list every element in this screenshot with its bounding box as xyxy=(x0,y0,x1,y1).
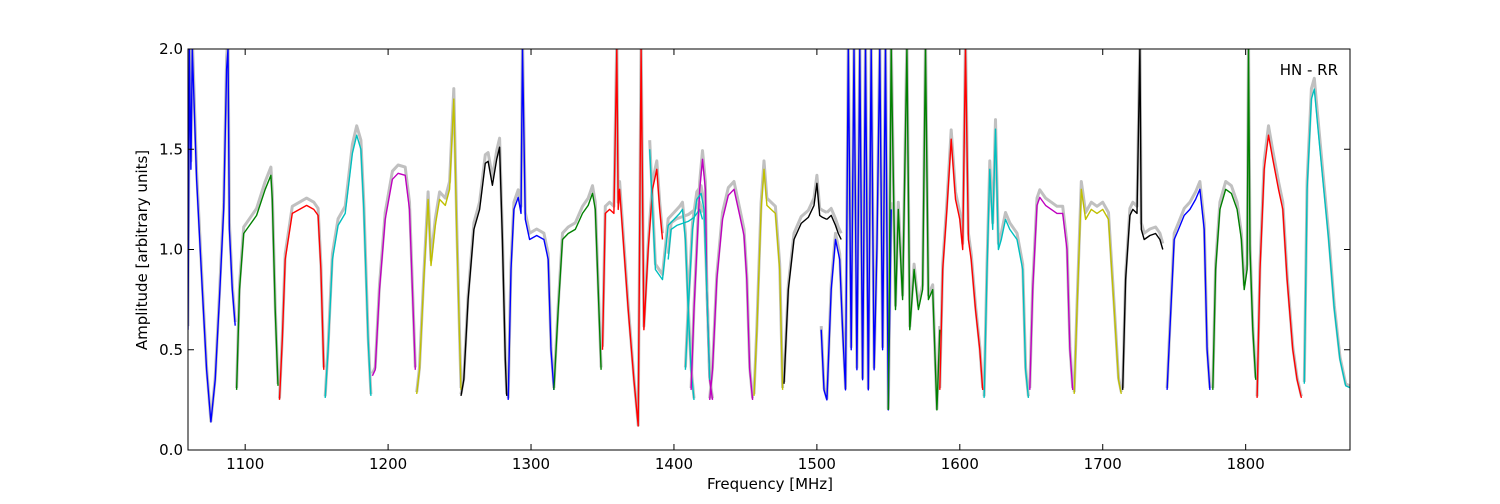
series-line-19 xyxy=(887,49,941,411)
series-line-26 xyxy=(1212,49,1257,390)
x-tick-label: 1100 xyxy=(226,455,264,473)
series-line-23 xyxy=(1073,188,1122,395)
series-line-6 xyxy=(460,146,508,397)
series-line-7 xyxy=(507,49,555,400)
y-axis-label: Amplitude [arbitrary units] xyxy=(133,150,151,350)
x-tick-label: 1400 xyxy=(655,455,693,473)
y-tick-label: 2.0 xyxy=(159,40,183,58)
background-band-25 xyxy=(1165,180,1212,389)
series-line-27 xyxy=(1256,134,1303,399)
series-line-0 xyxy=(188,49,236,423)
series-line-28 xyxy=(1303,88,1350,389)
x-tick-label: 1200 xyxy=(369,455,407,473)
series-line-2 xyxy=(278,204,325,400)
x-axis-ticks: 1100 1200 1300 1400 1500 1600 1700 1800 xyxy=(226,49,1265,473)
background-band-17 xyxy=(825,206,843,234)
series-line-22 xyxy=(1029,196,1074,390)
series-line-5 xyxy=(416,98,462,394)
x-tick-label: 1700 xyxy=(1084,455,1122,473)
series-line-24 xyxy=(1122,49,1164,390)
x-axis-label: Frequency [MHz] xyxy=(707,475,833,493)
series-line-15 xyxy=(753,168,784,396)
series-line-18 xyxy=(820,49,892,411)
series-line-1 xyxy=(235,174,279,390)
background-band-24 xyxy=(1121,49,1165,389)
background-band-28 xyxy=(1302,76,1350,388)
background-band-2 xyxy=(278,196,326,399)
y-tick-label: 0.5 xyxy=(159,341,183,359)
chart-annotation: HN - RR xyxy=(1280,61,1338,79)
series-layer xyxy=(188,49,1350,427)
series-line-21 xyxy=(983,128,1030,398)
x-tick-label: 1800 xyxy=(1227,455,1265,473)
series-line-14 xyxy=(709,188,754,400)
series-line-25 xyxy=(1166,188,1211,390)
y-tick-label: 1.5 xyxy=(159,140,183,158)
series-line-13 xyxy=(684,192,711,380)
background-band-27 xyxy=(1255,124,1303,397)
y-axis-ticks: 0.0 0.5 1.0 1.5 2.0 xyxy=(159,40,1350,459)
background-band-19 xyxy=(886,49,942,411)
background-band-7 xyxy=(506,49,556,399)
background-band-4 xyxy=(371,163,417,375)
series-line-16 xyxy=(783,182,828,384)
series-line-10 xyxy=(649,149,695,400)
y-tick-label: 0.0 xyxy=(159,441,183,459)
series-line-4 xyxy=(371,172,416,377)
y-tick-label: 1.0 xyxy=(159,241,183,259)
background-band-21 xyxy=(982,118,1030,397)
x-tick-label: 1500 xyxy=(798,455,836,473)
plot-frame xyxy=(187,48,1351,451)
series-line-3 xyxy=(324,134,372,398)
background-band-10 xyxy=(648,140,696,399)
series-line-17 xyxy=(826,214,842,240)
series-line-20 xyxy=(939,49,984,390)
background-band-16 xyxy=(782,173,828,382)
series-line-9 xyxy=(601,49,664,427)
background-band-layer xyxy=(188,49,1350,427)
series-line-8 xyxy=(553,192,602,390)
x-tick-label: 1600 xyxy=(941,455,979,473)
x-tick-label: 1300 xyxy=(512,455,550,473)
background-band-8 xyxy=(552,184,603,389)
